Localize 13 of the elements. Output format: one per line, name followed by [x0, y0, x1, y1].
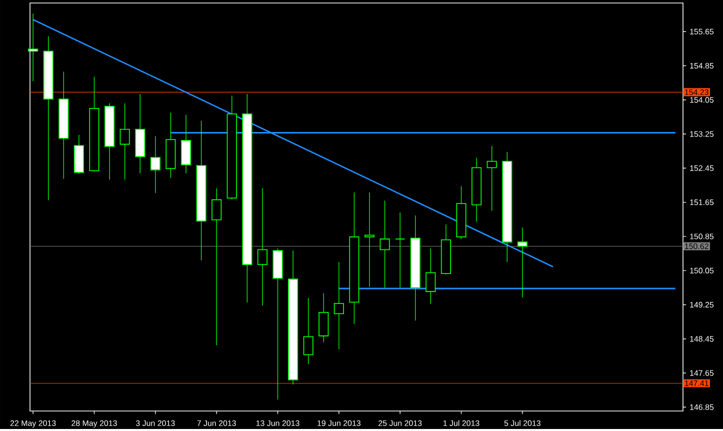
candlestick	[120, 102, 130, 180]
candlestick	[257, 188, 268, 306]
candlestick	[486, 145, 497, 212]
candlestick	[380, 200, 390, 288]
candlestick	[212, 188, 222, 346]
candlestick	[517, 226, 528, 298]
candlestick	[150, 136, 160, 194]
candlestick	[334, 262, 344, 350]
candlestick	[395, 212, 406, 288]
candlestick	[303, 297, 314, 364]
candlestick	[318, 292, 329, 342]
candlestick	[364, 192, 375, 287]
candlestick	[426, 248, 436, 304]
